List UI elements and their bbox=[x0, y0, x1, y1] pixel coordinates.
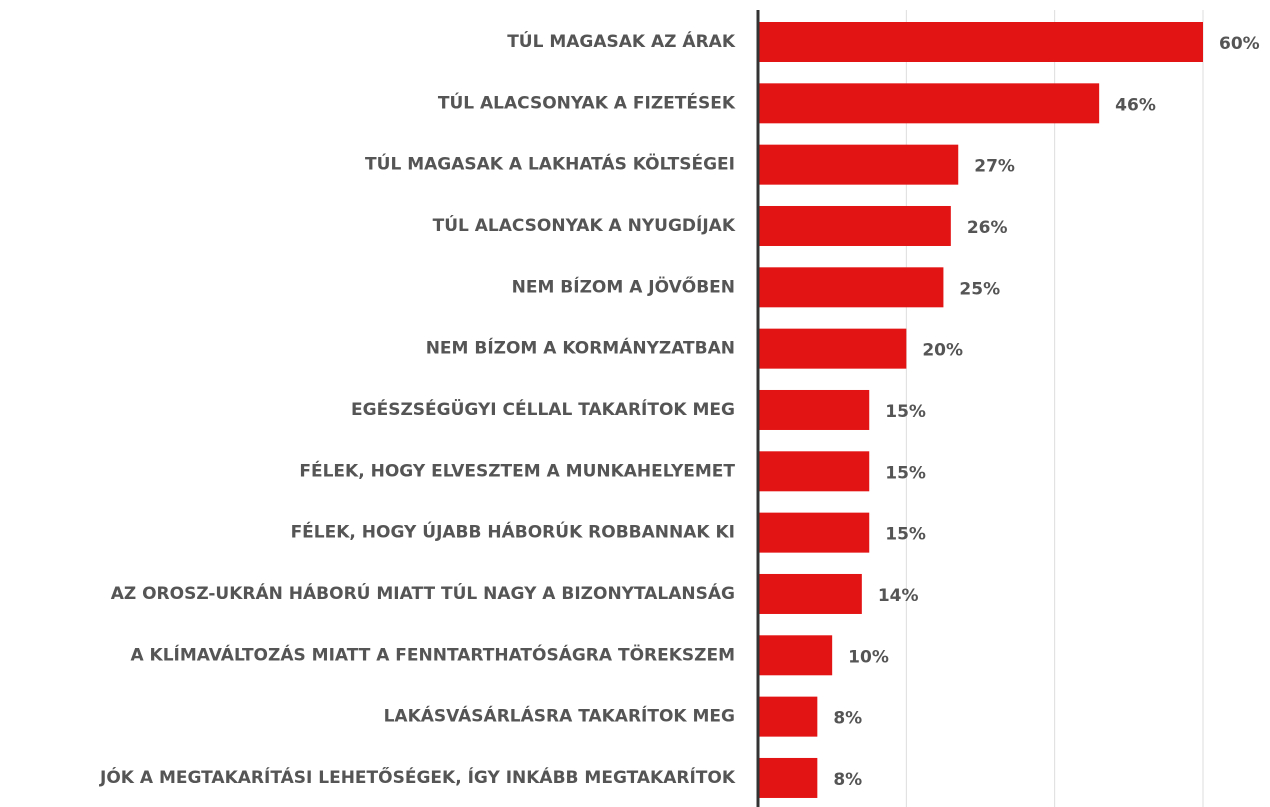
value-label: 14% bbox=[878, 586, 919, 606]
bar bbox=[758, 144, 959, 185]
bar bbox=[758, 451, 870, 492]
bar bbox=[758, 328, 907, 369]
bar bbox=[758, 573, 862, 614]
bar bbox=[758, 267, 944, 308]
value-label: 15% bbox=[885, 402, 926, 422]
value-label: 20% bbox=[922, 341, 963, 361]
category-label: TÚL MAGASAK AZ ÁRAK bbox=[507, 30, 736, 52]
value-label: 8% bbox=[833, 709, 862, 729]
bar bbox=[758, 757, 818, 798]
category-label: TÚL MAGASAK A LAKHATÁS KÖLTSÉGEI bbox=[365, 153, 735, 175]
bar bbox=[758, 22, 1203, 62]
value-label: 15% bbox=[885, 463, 926, 483]
value-label: 15% bbox=[885, 525, 926, 545]
category-label: NEM BÍZOM A KORMÁNYZATBAN bbox=[426, 337, 735, 359]
category-label: A KLÍMAVÁLTOZÁS MIATT A FENNTARTHATÓSÁGR… bbox=[130, 643, 735, 665]
value-label: 60% bbox=[1219, 34, 1260, 54]
value-label: 10% bbox=[848, 647, 889, 667]
value-label: 27% bbox=[974, 157, 1015, 177]
category-label: TÚL ALACSONYAK A FIZETÉSEK bbox=[438, 91, 736, 113]
bar bbox=[758, 205, 951, 246]
category-label: TÚL ALACSONYAK A NYUGDÍJAK bbox=[433, 214, 736, 236]
value-label: 26% bbox=[967, 218, 1008, 238]
category-label: FÉLEK, HOGY ÚJABB HÁBORÚK ROBBANNAK KI bbox=[291, 521, 735, 543]
category-label: AZ OROSZ-UKRÁN HÁBORÚ MIATT TÚL NAGY A B… bbox=[111, 582, 735, 604]
value-label: 8% bbox=[833, 770, 862, 790]
value-label: 46% bbox=[1115, 95, 1156, 115]
bar bbox=[758, 635, 833, 676]
bar bbox=[758, 696, 818, 737]
bar bbox=[758, 512, 870, 553]
bar bbox=[758, 389, 870, 430]
category-label: FÉLEK, HOGY ELVESZTEM A MUNKAHELYEMET bbox=[299, 459, 735, 481]
value-label: 25% bbox=[959, 279, 1000, 299]
category-label: JÓK A MEGTAKARÍTÁSI LEHETŐSÉGEK, ÍGY INK… bbox=[99, 766, 736, 788]
category-label: NEM BÍZOM A JÖVŐBEN bbox=[512, 275, 735, 297]
category-label: EGÉSZSÉGÜGYI CÉLLAL TAKARÍTOK MEG bbox=[351, 398, 735, 420]
category-label: LAKÁSVÁSÁRLÁSRA TAKARÍTOK MEG bbox=[384, 705, 735, 727]
bar bbox=[758, 83, 1100, 124]
